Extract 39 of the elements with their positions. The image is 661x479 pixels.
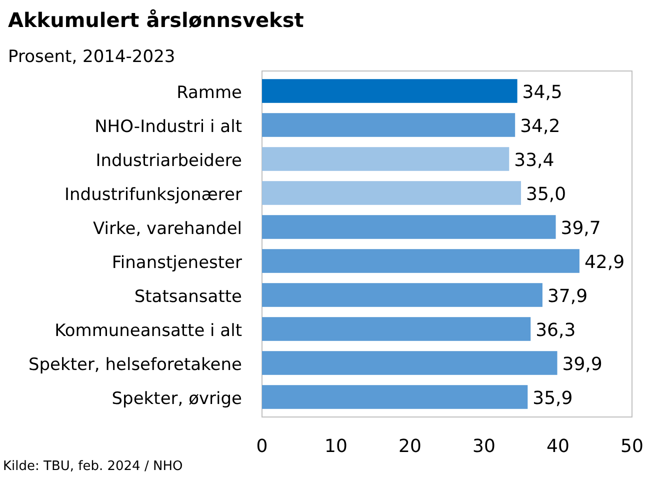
data-label: 34,5: [522, 82, 562, 103]
text: Prosent, 2014-2023: [8, 47, 176, 67]
bar: [262, 283, 542, 307]
y-tick-label: Virke, varehandel: [93, 219, 242, 239]
bar: [262, 385, 528, 409]
bar: [262, 215, 556, 239]
text: Kilde: TBU, feb. 2024 / NHO: [3, 459, 183, 474]
x-tick-label: 30: [472, 436, 496, 457]
y-tick-label: Kommuneansatte i alt: [54, 321, 242, 341]
y-tick-label: Spekter, helseforetakene: [28, 355, 242, 375]
data-label: 34,2: [520, 116, 560, 137]
bar: [262, 351, 558, 375]
x-tick-label: 40: [546, 436, 570, 457]
chart-title: Akkumulert årslønnsvekst: [8, 8, 304, 32]
y-tick-label: Spekter, øvrige: [112, 389, 242, 409]
y-tick-label: Ramme: [176, 83, 242, 103]
y-tick-label: Industrifunksjonærer: [64, 185, 242, 205]
bar: [262, 181, 521, 205]
data-label: 37,9: [547, 286, 588, 307]
data-label: 39,9: [562, 354, 602, 375]
bar: [262, 113, 516, 137]
y-tick-label: Industriarbeidere: [96, 151, 242, 171]
y-tick-label: Finanstjenester: [112, 253, 242, 273]
x-tick-label: 10: [324, 436, 348, 457]
bar: [262, 317, 531, 341]
x-tick-label: 20: [398, 436, 422, 457]
data-label: 36,3: [536, 320, 576, 341]
data-label: 35,0: [526, 184, 566, 205]
data-label: 33,4: [514, 150, 554, 171]
y-tick-label: NHO-Industri i alt: [94, 117, 242, 137]
x-tick-label: 0: [256, 436, 268, 457]
bar: [262, 147, 510, 171]
x-tick-label: 50: [620, 436, 644, 457]
data-label: 35,9: [532, 388, 573, 409]
data-label: 39,7: [560, 218, 601, 239]
y-tick-label: Statsansatte: [134, 287, 242, 307]
bar: [262, 249, 580, 273]
bar: [262, 79, 518, 103]
data-label: 42,9: [584, 252, 625, 273]
